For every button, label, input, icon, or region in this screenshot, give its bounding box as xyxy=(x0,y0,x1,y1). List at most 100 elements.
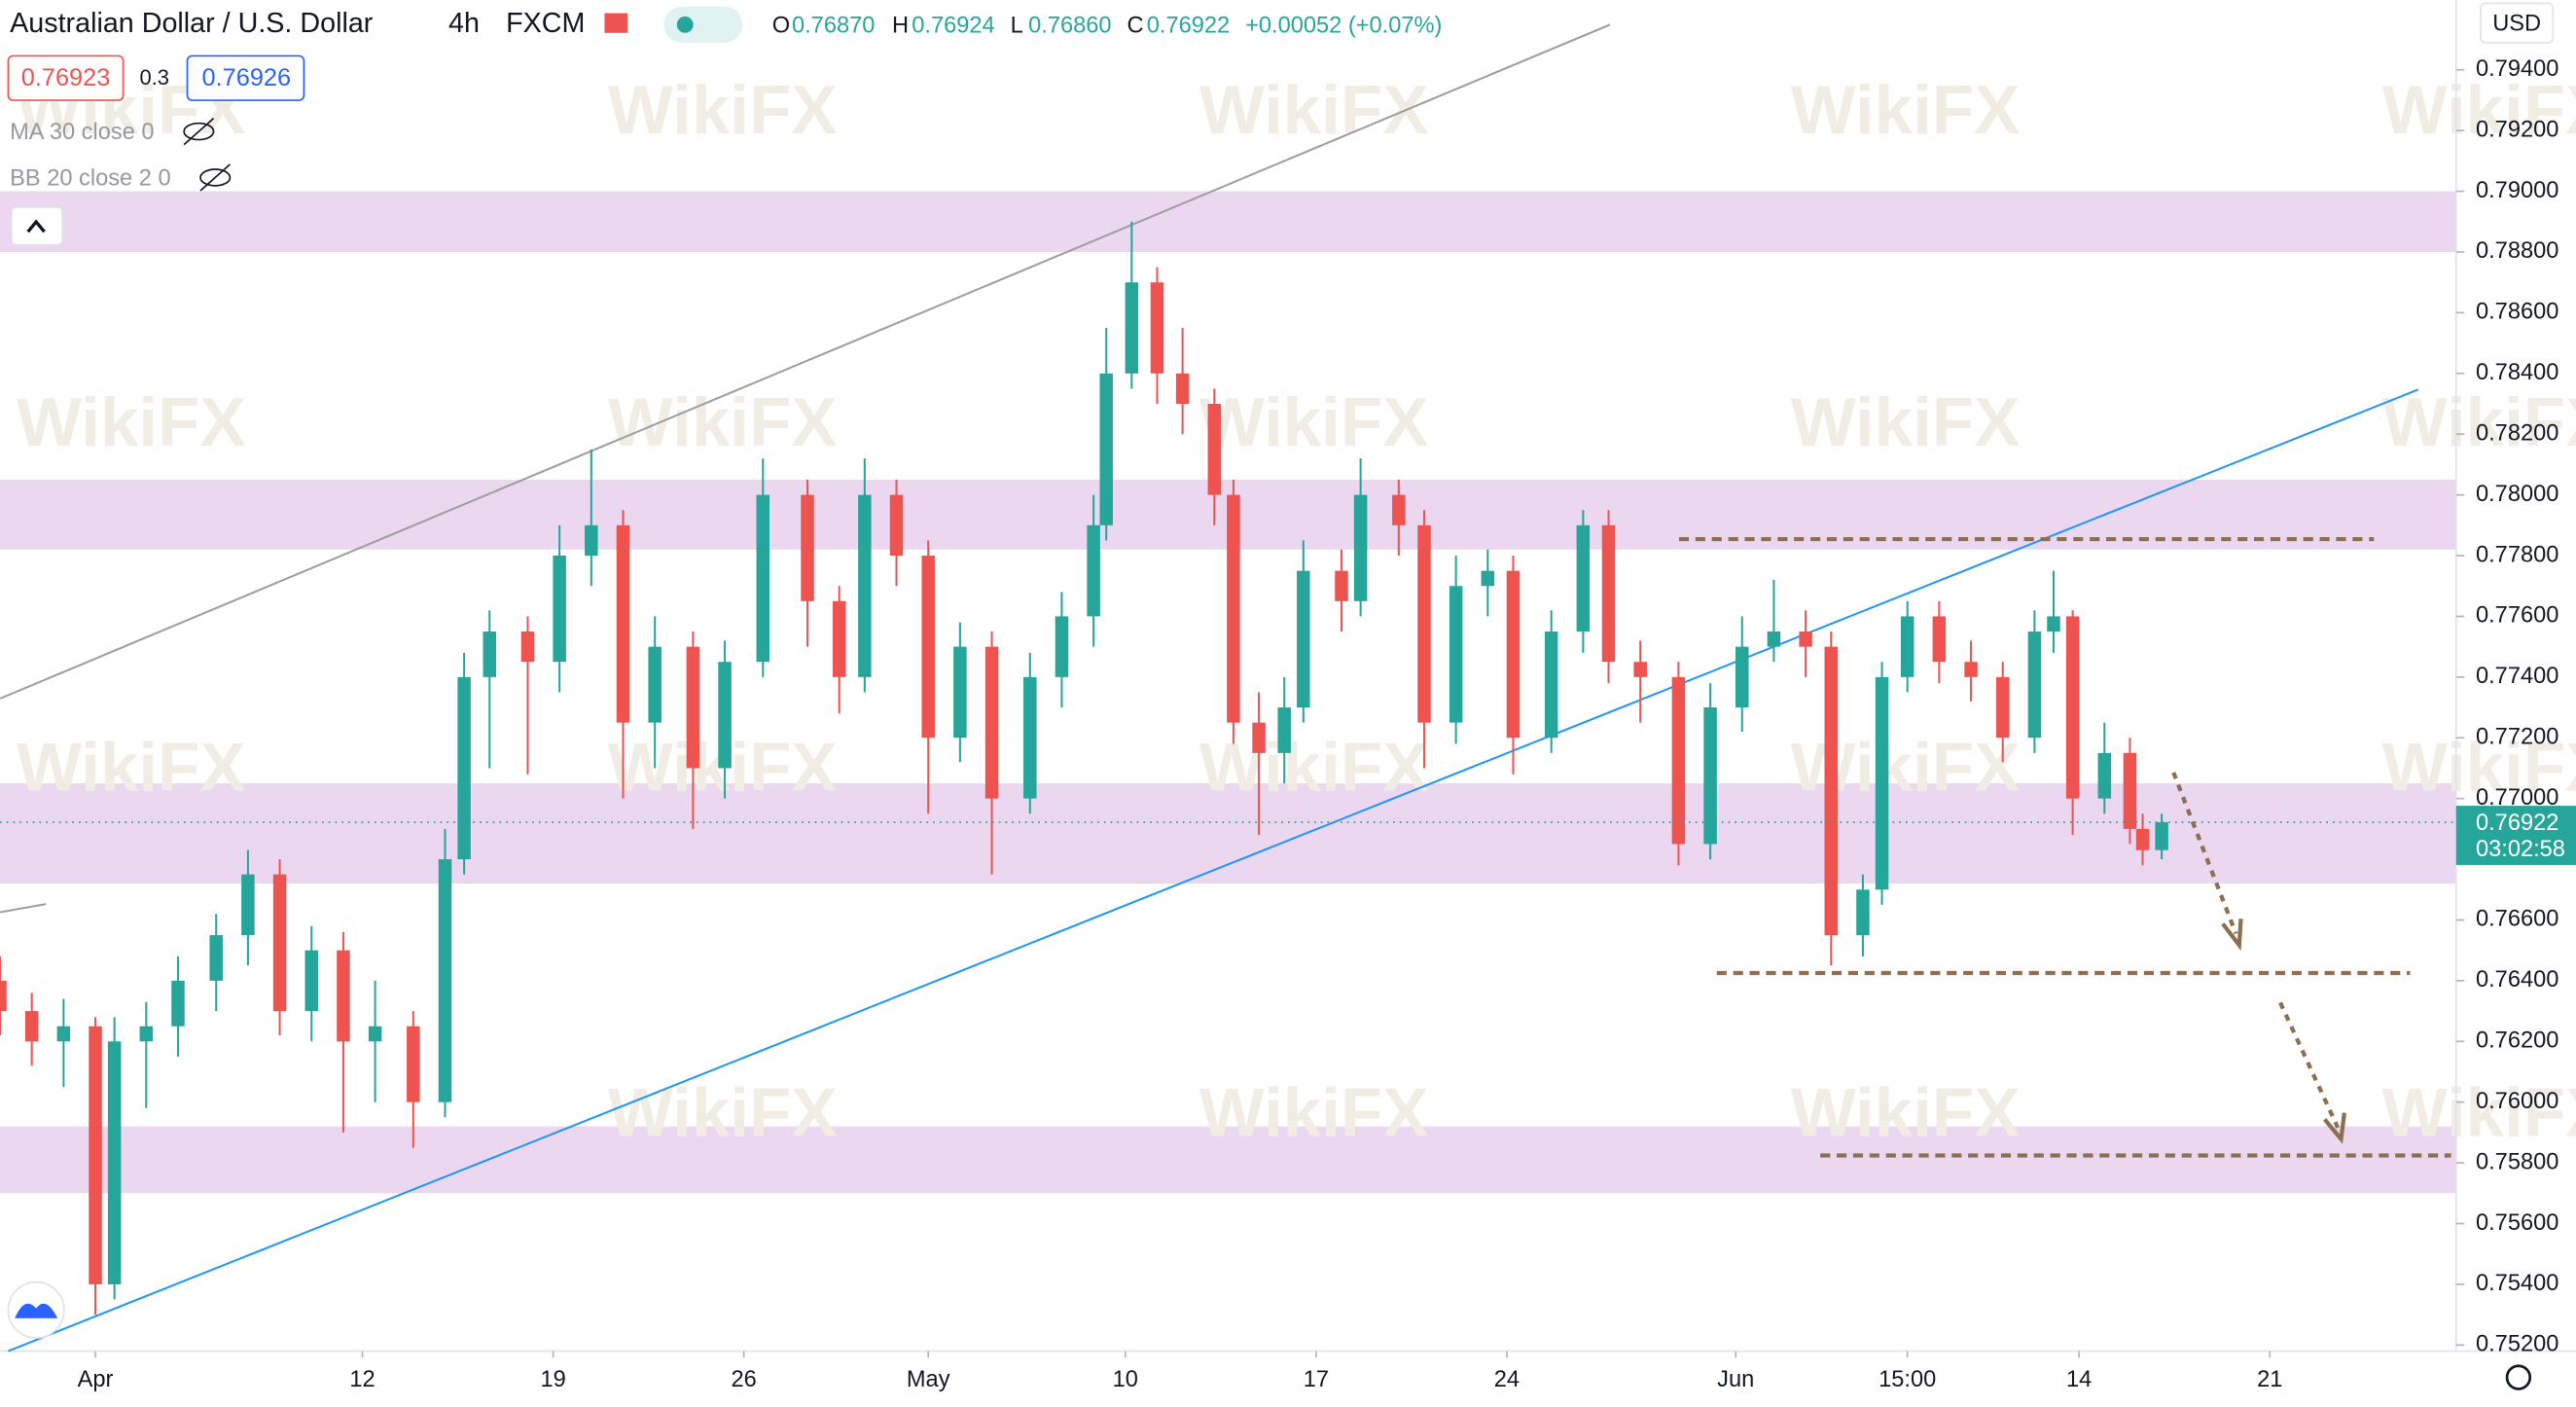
candle-body xyxy=(1703,707,1717,845)
candle-body xyxy=(889,494,904,557)
candle-body xyxy=(2027,631,2042,739)
candle-body xyxy=(756,494,770,663)
candle-body xyxy=(337,950,350,1042)
candle-body xyxy=(1087,524,1100,617)
y-tick-label: 0.78400 xyxy=(2476,360,2558,385)
last-price-box xyxy=(2455,806,2576,865)
ohlc-low: 0.76860 xyxy=(1028,13,1111,38)
y-tick-label: 0.75800 xyxy=(2476,1149,2558,1174)
watermark: WikiFX xyxy=(1199,72,1429,149)
candle-body xyxy=(1767,631,1781,647)
candle-body xyxy=(209,935,223,981)
x-tick-label: Jun xyxy=(1717,1367,1754,1392)
spread: 0.3 xyxy=(139,65,168,90)
candle-body xyxy=(585,524,598,557)
candle-body xyxy=(0,980,7,1012)
candle-body xyxy=(1335,570,1348,601)
status-dot xyxy=(676,16,694,33)
y-tick-label: 0.77400 xyxy=(2476,664,2558,689)
candle-body xyxy=(1576,524,1591,632)
currency-box[interactable] xyxy=(2480,2,2555,44)
candle-body xyxy=(2135,828,2150,850)
price-axis-overlays: USD xyxy=(2480,2,2555,1390)
candle-body xyxy=(2065,616,2080,799)
x-tick-label: Apr xyxy=(78,1367,114,1392)
candle-body xyxy=(1735,646,1749,708)
watermark: WikiFX xyxy=(17,384,246,461)
candle-body xyxy=(858,494,872,677)
watermark: WikiFX xyxy=(1199,1074,1429,1151)
status-pill[interactable] xyxy=(663,6,743,43)
hide-icon xyxy=(183,117,215,146)
ask: 0.76926 xyxy=(202,64,292,91)
y-tick-label: 0.76000 xyxy=(2476,1089,2558,1114)
arrow-head xyxy=(2221,919,2243,952)
watermark: WikiFX xyxy=(1791,384,2021,461)
indicator: MA 30 close 0 xyxy=(10,120,154,145)
x-tick-label: 24 xyxy=(1494,1367,1520,1392)
candle-body xyxy=(2155,821,2168,850)
currency: USD xyxy=(2492,12,2541,37)
candle-body xyxy=(139,1026,154,1042)
candle-body xyxy=(553,556,566,663)
candle-body xyxy=(1150,282,1164,374)
candle-body xyxy=(1353,494,1368,601)
y-tick-label: 0.78000 xyxy=(2476,482,2558,507)
candle-body xyxy=(1932,616,1947,663)
hide-icon[interactable] xyxy=(199,168,232,187)
candle-body xyxy=(407,1026,420,1102)
candle-body xyxy=(616,524,630,723)
legend: Australian Dollar / U.S. Dollar 4h FXCM … xyxy=(7,6,1442,1339)
y-tick-label: 0.79200 xyxy=(2476,117,2558,142)
candle-body xyxy=(832,600,846,677)
y-tick-label: 0.77200 xyxy=(2476,724,2558,749)
arrow xyxy=(2278,1001,2341,1129)
ohlc-key: L xyxy=(1011,13,1023,38)
settings-icon[interactable] xyxy=(2505,1364,2532,1390)
ohlc-key: H xyxy=(892,13,909,38)
candle-body xyxy=(520,631,535,663)
watermark: WikiFX xyxy=(1199,384,1429,461)
y-tick-label: 0.78600 xyxy=(2476,300,2558,325)
collapse-icon xyxy=(26,219,46,234)
candle-body xyxy=(1207,404,1222,495)
hide-icon[interactable] xyxy=(183,122,215,141)
candle-body xyxy=(1964,662,1978,677)
x-tick-label: May xyxy=(907,1367,950,1392)
zones xyxy=(0,191,2456,1194)
x-tick-label: 19 xyxy=(540,1367,565,1392)
ask-box[interactable] xyxy=(186,54,305,101)
ohlc-change: +0.00052 (+0.07%) xyxy=(1245,13,1442,38)
arrow xyxy=(2171,772,2238,935)
candle-body xyxy=(457,676,471,860)
arrow-head xyxy=(2322,1112,2346,1144)
x-tick-label: 10 xyxy=(1113,1367,1138,1392)
candle-body xyxy=(1099,373,1113,525)
trendline xyxy=(0,903,47,914)
collapse-button[interactable] xyxy=(10,206,64,246)
ohlc-open: 0.76870 xyxy=(792,13,875,38)
candle-body xyxy=(1023,676,1037,799)
candle-body xyxy=(483,631,496,677)
candle-body xyxy=(1633,662,1647,677)
candle-body xyxy=(438,859,452,1102)
candle-body xyxy=(1252,722,1266,753)
trendline xyxy=(0,23,1611,700)
watermark: WikiFX xyxy=(2382,730,2576,807)
logo-mark xyxy=(15,1303,58,1318)
candle-body xyxy=(1449,586,1463,723)
watermark: WikiFX xyxy=(2382,1074,2576,1151)
candle-body xyxy=(1481,570,1495,587)
y-tick-label: 0.79400 xyxy=(2476,56,2558,82)
candle-body xyxy=(1297,570,1310,708)
candle-body xyxy=(2097,752,2112,799)
y-tick-label: 0.77800 xyxy=(2476,542,2558,567)
bid-box[interactable] xyxy=(7,54,125,101)
candle-body xyxy=(304,950,319,1012)
candle-body xyxy=(24,1011,39,1042)
candle-body xyxy=(984,646,999,799)
watermark: WikiFX xyxy=(1791,72,2021,149)
y-tick-label: 0.75400 xyxy=(2476,1271,2558,1296)
